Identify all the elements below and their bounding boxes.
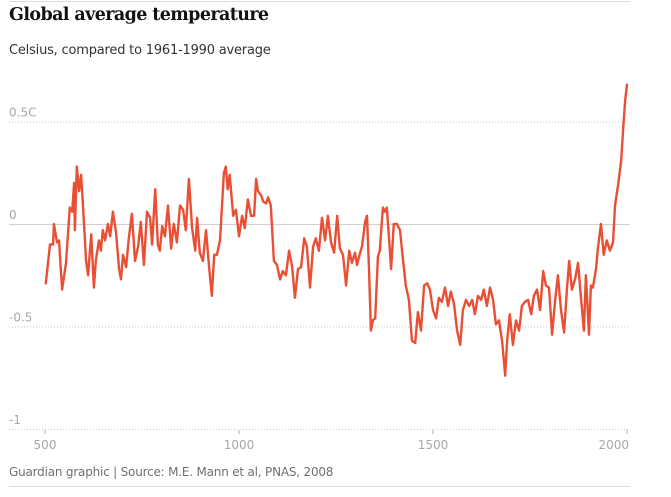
- y-tick-label: -1: [9, 413, 21, 427]
- y-tick-label: 0: [9, 208, 17, 222]
- x-tick-label: 500: [34, 438, 57, 452]
- bottom-divider: [9, 486, 630, 487]
- chart-title: Global average temperature: [9, 5, 269, 25]
- x-axis-ticks: 500 1000 1500 2000: [34, 430, 629, 452]
- y-tick-label: -0.5: [9, 311, 32, 325]
- source-credit: Guardian graphic | Source: M.E. Mann et …: [9, 465, 334, 479]
- x-tick-label: 2000: [598, 438, 629, 452]
- x-tick-label: 1500: [418, 438, 449, 452]
- y-axis-ticks: 0.5C 0 -0.5 -1: [9, 106, 36, 428]
- x-tick-label: 1000: [224, 438, 255, 452]
- y-tick-label: 0.5C: [9, 106, 36, 120]
- chart-subtitle: Celsius, compared to 1961-1990 average: [9, 43, 271, 58]
- series-line-temperature: [44, 83, 629, 377]
- top-divider: [9, 1, 630, 2]
- gridlines: [9, 121, 630, 430]
